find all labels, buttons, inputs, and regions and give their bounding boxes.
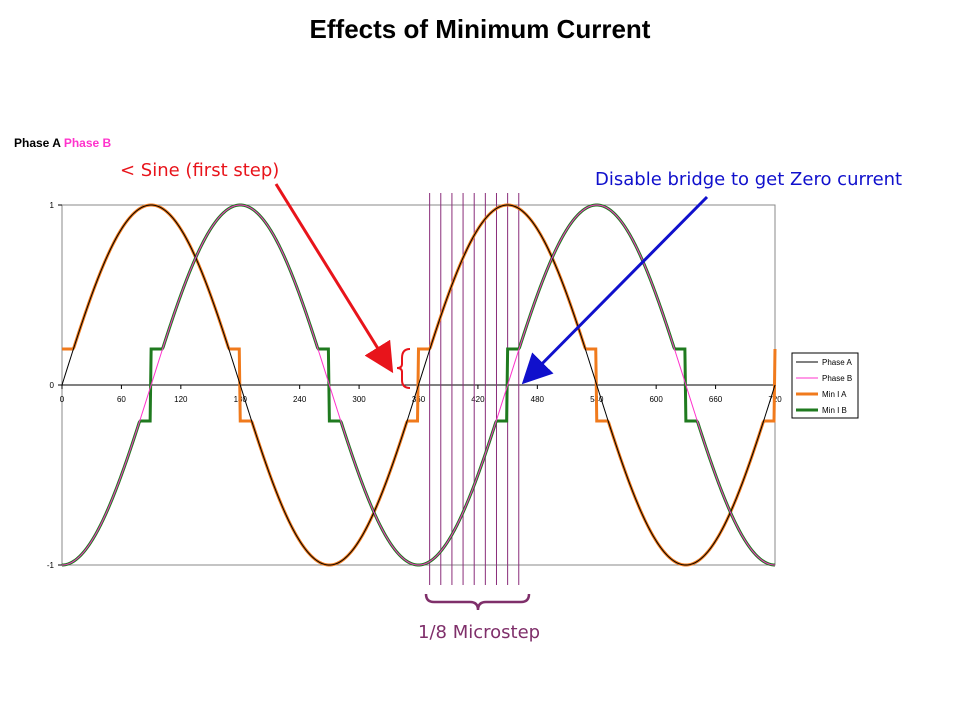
sine-first-step-brace [396,348,411,389]
x-tick-label: 240 [293,395,307,404]
series-line-phase-b [61,204,776,566]
legend-box [791,352,859,419]
legend-label: Min I B [822,406,847,415]
y-tick-label: 0 [50,381,55,390]
sine-first-step-arrow [274,183,394,374]
x-tick-label: 300 [352,395,366,404]
x-tick-label: 0 [60,395,65,404]
x-tick-label: 660 [709,395,723,404]
y-tick-label: 1 [50,201,55,210]
phase-b-heading: Phase B [63,136,112,150]
x-tick-label: 120 [174,395,188,404]
microstep-annotation: 1/8 Microstep [418,622,540,643]
slide-title: Effects of Minimum Current [309,14,651,44]
disable-bridge-arrow [521,195,709,385]
phase-a-heading: Phase A [14,136,61,150]
sine-first-step-annotation: < Sine (first step) [120,160,279,181]
legend-label: Phase A [822,358,852,367]
microstep-brace [424,593,531,611]
series-line-phase-a [61,204,776,566]
legend-label: Phase B [822,374,852,383]
phase-heading: Phase A Phase B [14,136,111,150]
x-tick-label: 480 [531,395,545,404]
x-tick-label: 420 [471,395,485,404]
x-tick-label: 600 [649,395,663,404]
y-tick-label: -1 [47,561,55,570]
x-tick-label: 60 [117,395,126,404]
disable-bridge-annotation: Disable bridge to get Zero current [595,169,902,190]
legend-label: Min I A [822,390,847,399]
